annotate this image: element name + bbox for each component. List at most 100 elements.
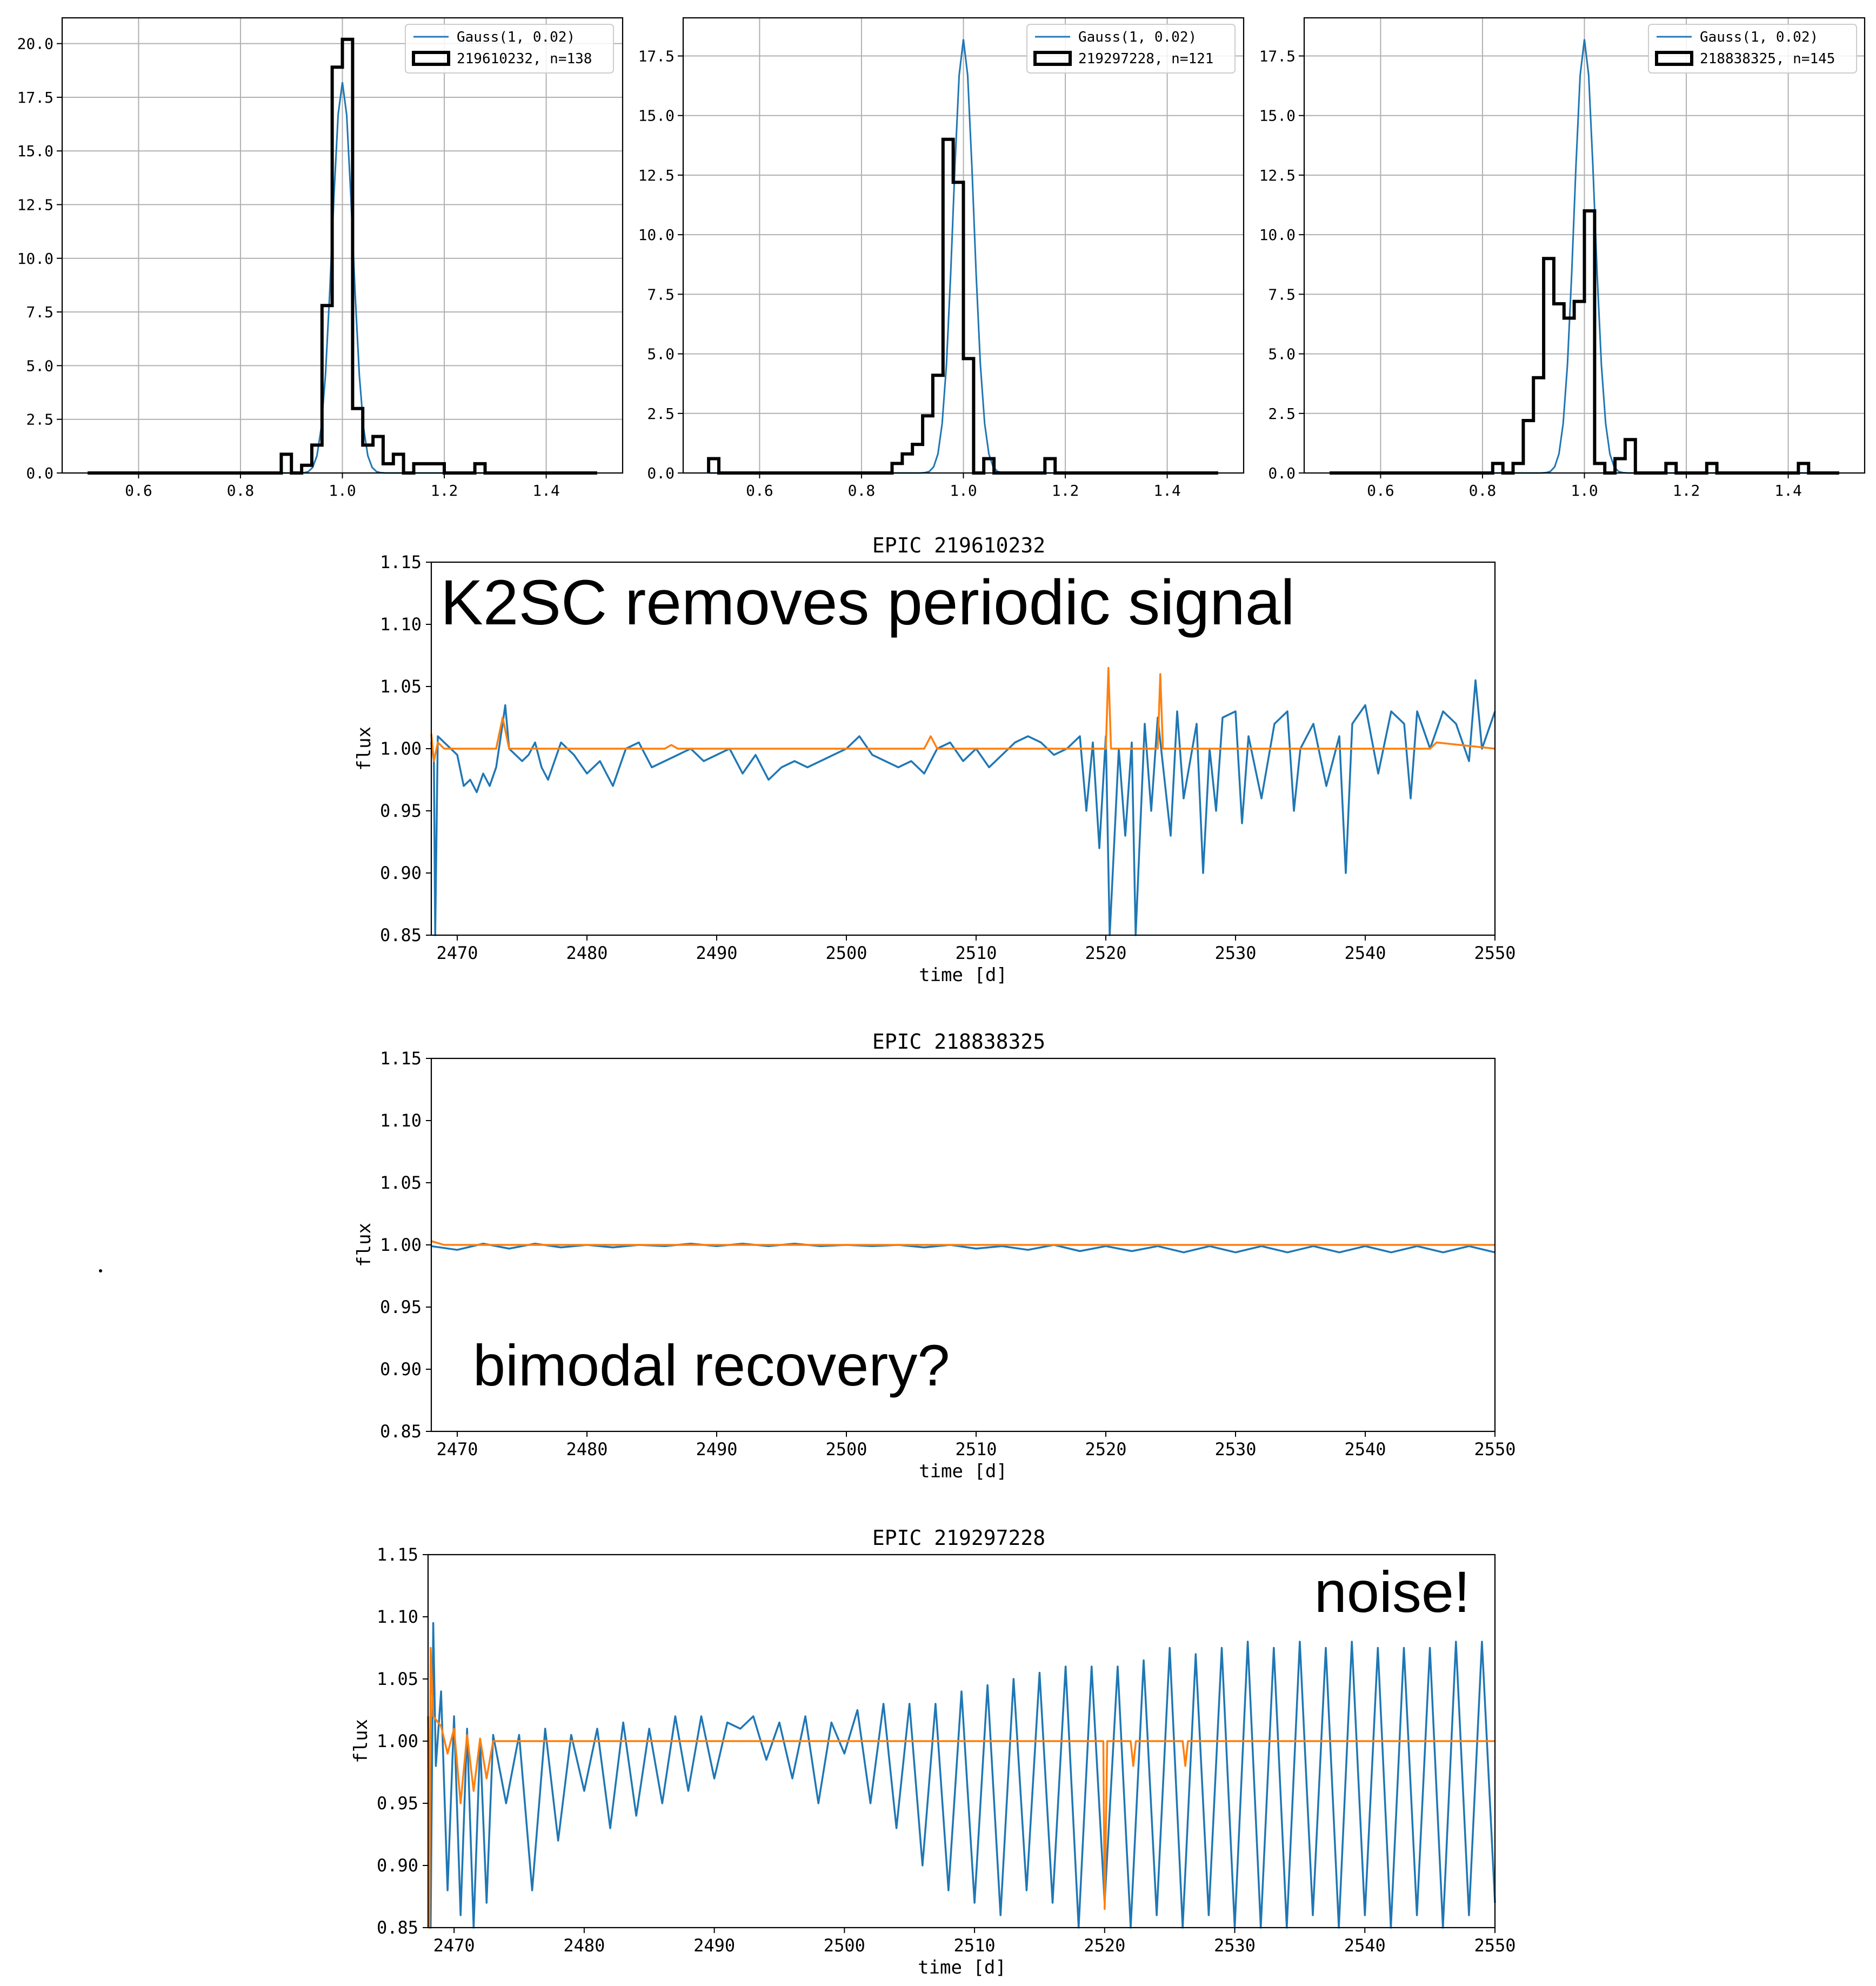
y-tick-label: 1.05: [380, 676, 422, 697]
y-tick-label: 15.0: [1259, 107, 1296, 125]
y-tick-label: 1.00: [380, 1235, 422, 1255]
x-tick-label: 2510: [954, 1935, 996, 1956]
raw-flux-line: [431, 1242, 1496, 1254]
y-tick-label: 1.10: [377, 1607, 418, 1627]
y-tick-label: 7.5: [647, 285, 675, 303]
legend-gauss-label: Gauss(1, 0.02): [1700, 29, 1818, 45]
y-tick-label: 12.5: [1259, 166, 1296, 184]
y-tick-label: 2.5: [26, 411, 54, 429]
ts-panel-1-xlabel: time [d]: [919, 964, 1007, 986]
x-tick-label: 0.8: [227, 482, 255, 499]
x-tick-label: 1.4: [532, 482, 560, 499]
x-tick-label: 1.0: [329, 482, 356, 499]
ts-panel-2-xlabel: time [d]: [919, 1461, 1007, 1482]
x-tick-label: 0.6: [746, 482, 773, 499]
x-tick-label: 2500: [825, 1439, 867, 1459]
y-tick-label: 1.00: [380, 738, 422, 759]
x-tick-label: 2470: [436, 1439, 478, 1459]
ts-panel-1-annotation: K2SC removes periodic signal: [440, 567, 1295, 638]
x-tick-label: 0.6: [125, 482, 152, 499]
x-tick-label: 1.2: [431, 482, 458, 499]
y-tick-label: 20.0: [17, 35, 54, 53]
y-tick-label: 2.5: [647, 405, 675, 423]
y-tick-label: 0.90: [380, 1359, 422, 1379]
x-tick-label: 2500: [824, 1935, 865, 1956]
y-tick-label: 0.85: [377, 1917, 418, 1938]
y-tick-label: 7.5: [26, 303, 54, 321]
legend-hist-label: 219297228, n=121: [1078, 51, 1213, 67]
y-tick-label: 10.0: [17, 250, 54, 268]
x-tick-label: 2500: [825, 943, 867, 963]
y-tick-label: 1.15: [380, 1048, 422, 1069]
x-tick-label: 0.8: [848, 482, 876, 499]
y-tick-label: 15.0: [17, 142, 54, 160]
x-tick-label: 1.4: [1774, 482, 1802, 499]
y-tick-label: 0.95: [380, 801, 422, 821]
y-tick-label: 0.0: [26, 464, 54, 482]
hist-panel-3-yticks: 0.0 2.5 5.0 7.5 10.0 12.5 15.0 17.5: [1259, 48, 1304, 482]
x-tick-label: 2530: [1214, 1439, 1256, 1459]
ts-panel-1: EPIC 219610232 2470 2480 2490 2500 2510 2520 2…: [353, 534, 1516, 986]
x-tick-label: 2490: [696, 1439, 737, 1459]
ts-panel-2-series-raw: [431, 1242, 1496, 1254]
x-tick-label: 2550: [1474, 1439, 1516, 1459]
x-tick-label: 1.2: [1673, 482, 1700, 499]
raw-flux-line: [430, 679, 1496, 936]
ts-panel-2-annotation: bimodal recovery?: [473, 1332, 950, 1398]
hist-panel-1-yticks: 0.0 2.5 5.0 7.5 10.0 12.5 15.0 17.5 20.0: [17, 35, 62, 482]
ts-panel-3-xticks: 2470 2480 2490 2500 2510 2520 2530 2540 2550: [433, 1928, 1516, 1956]
y-tick-label: 0.90: [377, 1855, 418, 1876]
hist-panel-1-frame: [61, 17, 624, 474]
ts-panel-3-xlabel: time [d]: [918, 1957, 1006, 1978]
hist-panel-3-xticks: 0.6 0.8 1.0 1.2 1.4: [1367, 473, 1802, 499]
x-tick-label: 1.0: [1571, 482, 1598, 499]
y-tick-label: 17.5: [1259, 48, 1296, 65]
y-tick-label: 1.05: [377, 1669, 418, 1689]
y-tick-label: 5.0: [1268, 345, 1296, 363]
y-tick-label: 7.5: [1268, 285, 1296, 303]
x-tick-label: 1.0: [950, 482, 977, 499]
x-tick-label: 0.6: [1367, 482, 1394, 499]
hist-panel-1: 0.6 0.8 1.0 1.2 1.4 0.0 2.5 5.0 7.5 10.0 12.5 15.0…: [17, 17, 624, 499]
y-tick-label: 1.10: [380, 614, 422, 635]
y-tick-label: 17.5: [17, 89, 54, 106]
x-tick-label: 2540: [1344, 1935, 1386, 1956]
ts-panel-3-title: EPIC 219297228: [872, 1526, 1045, 1550]
x-tick-label: 2530: [1214, 943, 1256, 963]
ts-panel-3-ylabel: flux: [350, 1719, 372, 1763]
ts-panel-1-series-raw: [430, 679, 1496, 936]
ts-panel-3: EPIC 219297228 2470 2480 2490 2500 2510 2520 2…: [350, 1526, 1516, 1978]
ts-panel-1-title: EPIC 219610232: [872, 534, 1045, 557]
ts-panel-3-yticks: 0.85 0.90 0.95 1.00 1.05 1.10 1.15: [377, 1544, 428, 1938]
y-tick-label: 0.90: [380, 863, 422, 883]
x-tick-label: 2480: [566, 1439, 607, 1459]
x-tick-label: 2520: [1085, 943, 1126, 963]
detrended-flux-line: [431, 1240, 1495, 1246]
hist-panel-2-frame: [682, 17, 1245, 474]
hist-panel-3-legend: Gauss(1, 0.02) 218838325, n=145: [1648, 24, 1857, 74]
y-tick-label: 15.0: [638, 107, 675, 125]
x-tick-label: 2490: [693, 1935, 735, 1956]
ts-panel-1-yticks: 0.85 0.90 0.95 1.00 1.05 1.10 1.15: [380, 552, 431, 945]
hist-panel-3-frame: [1303, 17, 1866, 474]
y-tick-label: 12.5: [17, 196, 54, 214]
y-tick-label: 0.0: [647, 464, 675, 482]
ts-panel-3-series-raw: [427, 1622, 1496, 1929]
y-tick-label: 0.0: [1268, 464, 1296, 482]
legend-hist-label: 218838325, n=145: [1700, 51, 1835, 67]
legend-box: [1648, 24, 1857, 74]
detrended-flux-line: [427, 1647, 1495, 1929]
ts-panel-1-xticks: 2470 2480 2490 2500 2510 2520 2530 2540 2550: [436, 935, 1516, 963]
detrended-flux-line: [430, 667, 1496, 762]
y-tick-label: 1.10: [380, 1110, 422, 1131]
ts-panel-2: EPIC 218838325 2470 2480 2490 2500 2510 2520 2…: [353, 1030, 1516, 1482]
ts-panel-2-yticks: 0.85 0.90 0.95 1.00 1.05 1.10 1.15: [380, 1048, 431, 1442]
y-tick-label: 12.5: [638, 166, 675, 184]
y-tick-label: 1.00: [377, 1731, 418, 1751]
x-tick-label: 2550: [1474, 1935, 1516, 1956]
ts-panel-1-series-detrended: [430, 667, 1496, 762]
legend-hist-swatch: [412, 51, 450, 66]
y-tick-label: 1.05: [380, 1172, 422, 1193]
y-tick-label: 10.0: [638, 226, 675, 244]
hist-panel-3: 0.6 0.8 1.0 1.2 1.4 0.0 2.5 5.0 7.5 10.0 12.5 15.0…: [1259, 17, 1866, 499]
